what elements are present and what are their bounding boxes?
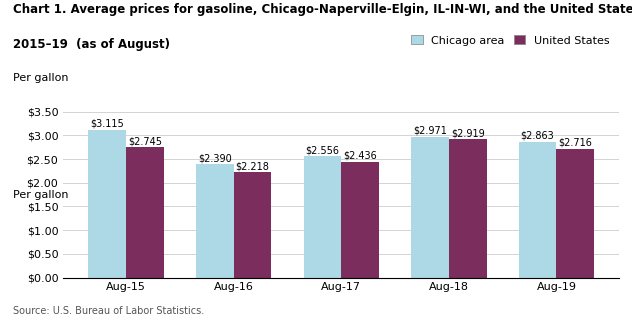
Bar bbox=[88, 130, 126, 278]
Bar bbox=[196, 164, 234, 278]
Legend: Chicago area, United States: Chicago area, United States bbox=[407, 31, 614, 50]
Text: Per gallon: Per gallon bbox=[13, 73, 68, 83]
Bar bbox=[341, 162, 379, 278]
Bar bbox=[556, 149, 594, 278]
Text: $2.863: $2.863 bbox=[521, 131, 554, 141]
Text: Chart 1. Average prices for gasoline, Chicago-Naperville-Elgin, IL-IN-WI, and th: Chart 1. Average prices for gasoline, Ch… bbox=[13, 3, 632, 16]
Text: $2.716: $2.716 bbox=[558, 137, 592, 148]
Text: 2015–19  (as of August): 2015–19 (as of August) bbox=[13, 38, 169, 51]
Text: $2.390: $2.390 bbox=[198, 153, 232, 163]
Bar bbox=[126, 147, 164, 278]
Bar bbox=[449, 139, 487, 278]
Text: $2.436: $2.436 bbox=[343, 151, 377, 161]
Bar bbox=[303, 156, 341, 278]
Bar bbox=[519, 142, 556, 278]
Bar bbox=[411, 137, 449, 278]
Text: $2.745: $2.745 bbox=[128, 136, 162, 146]
Text: Per gallon: Per gallon bbox=[13, 189, 68, 200]
Text: $2.556: $2.556 bbox=[305, 145, 339, 155]
Text: Source: U.S. Bureau of Labor Statistics.: Source: U.S. Bureau of Labor Statistics. bbox=[13, 306, 204, 316]
Text: $2.218: $2.218 bbox=[236, 161, 269, 171]
Bar bbox=[234, 172, 271, 278]
Text: $2.971: $2.971 bbox=[413, 126, 447, 136]
Text: $2.919: $2.919 bbox=[451, 128, 485, 138]
Text: $3.115: $3.115 bbox=[90, 119, 124, 129]
